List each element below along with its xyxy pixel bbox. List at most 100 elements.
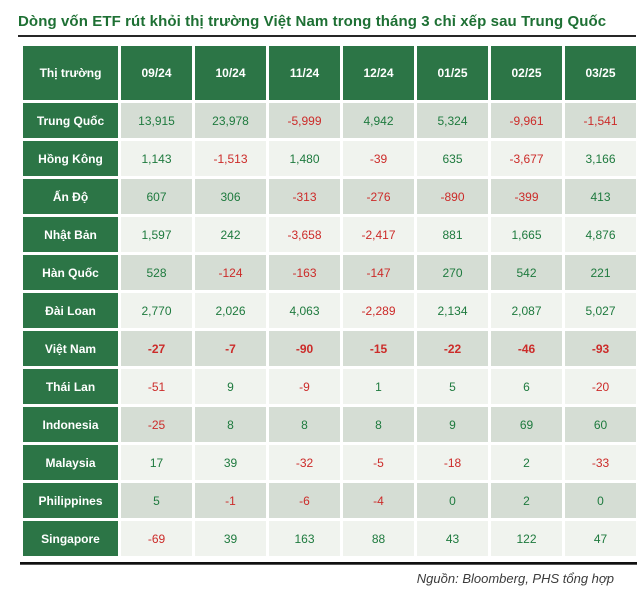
value-cell: 270 — [417, 255, 488, 290]
value-cell: 0 — [417, 483, 488, 518]
table-row: Malaysia 17 39 -32 -5 -18 2 -33 — [23, 445, 636, 480]
table-row: Việt Nam -27 -7 -90 -15 -22 -46 -93 — [23, 331, 636, 366]
table-row: Philippines 5 -1 -6 -4 0 2 0 — [23, 483, 636, 518]
market-cell: Philippines — [23, 483, 118, 518]
value-cell: -51 — [121, 369, 192, 404]
etf-flows-table: Thị trường 09/24 10/24 11/24 12/24 01/25 02/25… — [20, 43, 639, 559]
value-cell: 1,597 — [121, 217, 192, 252]
value-cell: 635 — [417, 141, 488, 176]
value-cell: -1,513 — [195, 141, 266, 176]
value-cell: -25 — [121, 407, 192, 442]
value-cell: -22 — [417, 331, 488, 366]
market-cell: Nhật Bản — [23, 217, 118, 252]
value-cell: 306 — [195, 179, 266, 214]
value-cell: 5,027 — [565, 293, 636, 328]
table-row: Hồng Kông 1,143 -1,513 1,480 -39 635 -3,677 3,1… — [23, 141, 636, 176]
value-cell: 17 — [121, 445, 192, 480]
value-cell: 122 — [491, 521, 562, 556]
value-cell: -313 — [269, 179, 340, 214]
value-cell: -20 — [565, 369, 636, 404]
value-cell: -124 — [195, 255, 266, 290]
value-cell: 47 — [565, 521, 636, 556]
value-cell: -2,289 — [343, 293, 414, 328]
value-cell: 4,942 — [343, 103, 414, 138]
market-cell: Indonesia — [23, 407, 118, 442]
value-cell: 43 — [417, 521, 488, 556]
value-cell: 5 — [417, 369, 488, 404]
value-cell: 881 — [417, 217, 488, 252]
market-cell: Hồng Kông — [23, 141, 118, 176]
value-cell: 528 — [121, 255, 192, 290]
value-cell: 9 — [195, 369, 266, 404]
table-row: Thái Lan -51 9 -9 1 5 6 -20 — [23, 369, 636, 404]
value-cell: 23,978 — [195, 103, 266, 138]
value-cell: -7 — [195, 331, 266, 366]
column-header: 10/24 — [195, 46, 266, 100]
value-cell: 3,166 — [565, 141, 636, 176]
value-cell: 242 — [195, 217, 266, 252]
value-cell: 2 — [491, 445, 562, 480]
value-cell: 607 — [121, 179, 192, 214]
value-cell: 0 — [565, 483, 636, 518]
value-cell: 69 — [491, 407, 562, 442]
table-row: Nhật Bản 1,597 242 -3,658 -2,417 881 1,665 4,87… — [23, 217, 636, 252]
value-cell: 60 — [565, 407, 636, 442]
column-header: 01/25 — [417, 46, 488, 100]
value-cell: 2,770 — [121, 293, 192, 328]
value-cell: 6 — [491, 369, 562, 404]
market-cell: Đài Loan — [23, 293, 118, 328]
value-cell: -163 — [269, 255, 340, 290]
column-header: 09/24 — [121, 46, 192, 100]
value-cell: -3,677 — [491, 141, 562, 176]
value-cell: -890 — [417, 179, 488, 214]
value-cell: -27 — [121, 331, 192, 366]
table-row: Indonesia -25 8 8 8 9 69 60 — [23, 407, 636, 442]
value-cell: -147 — [343, 255, 414, 290]
value-cell: -5,999 — [269, 103, 340, 138]
value-cell: -1 — [195, 483, 266, 518]
table-header-row: Thị trường 09/24 10/24 11/24 12/24 01/25 02/25… — [23, 46, 636, 100]
source-note: Nguồn: Bloomberg, PHS tổng hợp — [416, 571, 614, 586]
value-cell: -9,961 — [491, 103, 562, 138]
figure-title-underline: Dòng vốn ETF rút khỏi thị trường Việt Na… — [18, 13, 636, 37]
market-cell: Malaysia — [23, 445, 118, 480]
table-row: Trung Quốc 13,915 23,978 -5,999 4,942 5,324 -9… — [23, 103, 636, 138]
value-cell: 8 — [269, 407, 340, 442]
value-cell: -18 — [417, 445, 488, 480]
market-cell: Hàn Quốc — [23, 255, 118, 290]
value-cell: 2,026 — [195, 293, 266, 328]
value-cell: 1 — [343, 369, 414, 404]
value-cell: 4,063 — [269, 293, 340, 328]
value-cell: 1,143 — [121, 141, 192, 176]
value-cell: -90 — [269, 331, 340, 366]
value-cell: 2 — [491, 483, 562, 518]
value-cell: -93 — [565, 331, 636, 366]
value-cell: -46 — [491, 331, 562, 366]
column-header: 11/24 — [269, 46, 340, 100]
value-cell: 413 — [565, 179, 636, 214]
market-cell: Trung Quốc — [23, 103, 118, 138]
value-cell: 2,087 — [491, 293, 562, 328]
value-cell: 1,665 — [491, 217, 562, 252]
value-cell: -276 — [343, 179, 414, 214]
value-cell: 88 — [343, 521, 414, 556]
value-cell: 4,876 — [565, 217, 636, 252]
table-row: Hàn Quốc 528 -124 -163 -147 270 542 221 — [23, 255, 636, 290]
value-cell: -2,417 — [343, 217, 414, 252]
value-cell: -32 — [269, 445, 340, 480]
value-cell: -69 — [121, 521, 192, 556]
value-cell: -9 — [269, 369, 340, 404]
value-cell: 221 — [565, 255, 636, 290]
market-cell: Singapore — [23, 521, 118, 556]
value-cell: 8 — [343, 407, 414, 442]
value-cell: 542 — [491, 255, 562, 290]
value-cell: 13,915 — [121, 103, 192, 138]
value-cell: 8 — [195, 407, 266, 442]
value-cell: 2,134 — [417, 293, 488, 328]
column-header: 02/25 — [491, 46, 562, 100]
value-cell: -399 — [491, 179, 562, 214]
value-cell: -15 — [343, 331, 414, 366]
value-cell: 163 — [269, 521, 340, 556]
market-cell: Ấn Độ — [23, 179, 118, 214]
value-cell: -3,658 — [269, 217, 340, 252]
